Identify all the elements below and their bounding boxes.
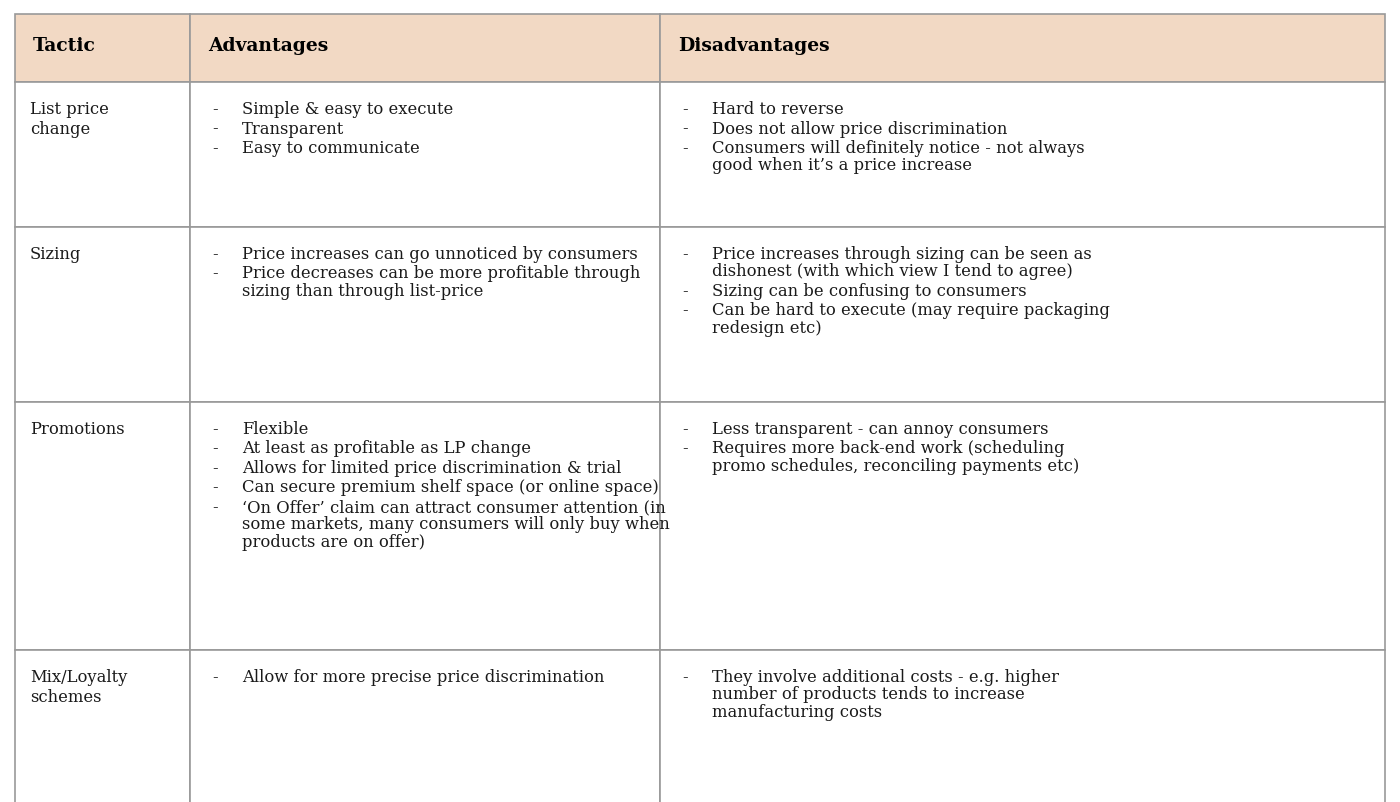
Text: Disadvantages: Disadvantages (678, 37, 830, 55)
Bar (659, 15, 1385, 83)
Bar (659, 650, 1385, 802)
Text: Sizing can be confusing to consumers: Sizing can be confusing to consumers (713, 282, 1026, 300)
Text: ‘On Offer’ claim can attract consumer attention (in: ‘On Offer’ claim can attract consumer at… (242, 498, 666, 516)
Text: They involve additional costs - e.g. higher: They involve additional costs - e.g. hig… (713, 668, 1058, 685)
Text: -: - (682, 140, 687, 157)
Text: Advantages: Advantages (209, 37, 328, 55)
Text: Flexible: Flexible (242, 420, 308, 437)
Text: Price decreases can be more profitable through: Price decreases can be more profitable t… (242, 265, 640, 282)
Text: -: - (682, 120, 687, 137)
Text: -: - (211, 440, 217, 457)
Text: dishonest (with which view I tend to agree): dishonest (with which view I tend to agr… (713, 263, 1072, 280)
Text: -: - (682, 101, 687, 118)
Text: Easy to communicate: Easy to communicate (242, 140, 420, 157)
Text: some markets, many consumers will only buy when: some markets, many consumers will only b… (242, 516, 669, 533)
Bar (659, 403, 1385, 650)
Text: Tactic: Tactic (34, 37, 95, 55)
Text: -: - (682, 302, 687, 319)
Text: sizing than through list-price: sizing than through list-price (242, 282, 483, 300)
Text: At least as profitable as LP change: At least as profitable as LP change (242, 440, 531, 457)
Text: -: - (682, 245, 687, 263)
Text: -: - (211, 140, 217, 157)
Text: Less transparent - can annoy consumers: Less transparent - can annoy consumers (713, 420, 1049, 437)
Text: -: - (682, 420, 687, 437)
Text: Simple & easy to execute: Simple & easy to execute (242, 101, 454, 118)
Bar (190, 650, 659, 802)
Text: Transparent: Transparent (242, 120, 344, 137)
Text: -: - (682, 668, 687, 685)
Bar (190, 83, 659, 228)
Bar (190, 403, 659, 650)
Text: Sizing: Sizing (29, 245, 81, 263)
Bar (659, 83, 1385, 228)
Text: Price increases through sizing can be seen as: Price increases through sizing can be se… (713, 245, 1092, 263)
Bar (15, 15, 190, 83)
Text: Can be hard to execute (may require packaging: Can be hard to execute (may require pack… (713, 302, 1110, 319)
Text: List price
change: List price change (29, 101, 109, 137)
Text: -: - (211, 479, 217, 496)
Text: Can secure premium shelf space (or online space): Can secure premium shelf space (or onlin… (242, 479, 659, 496)
Text: -: - (211, 460, 217, 476)
Text: Does not allow price discrimination: Does not allow price discrimination (713, 120, 1008, 137)
Text: Mix/Loyalty
schemes: Mix/Loyalty schemes (29, 668, 127, 705)
Text: Hard to reverse: Hard to reverse (713, 101, 844, 118)
Text: Price increases can go unnoticed by consumers: Price increases can go unnoticed by cons… (242, 245, 638, 263)
Text: -: - (682, 282, 687, 300)
Bar (15, 650, 190, 802)
Bar (659, 228, 1385, 403)
Bar (15, 83, 190, 228)
Text: Promotions: Promotions (29, 420, 125, 437)
Text: Consumers will definitely notice - not always: Consumers will definitely notice - not a… (713, 140, 1085, 157)
Bar (15, 403, 190, 650)
Text: -: - (211, 265, 217, 282)
Bar (190, 15, 659, 83)
Bar (190, 228, 659, 403)
Text: -: - (211, 668, 217, 685)
Text: promo schedules, reconciling payments etc): promo schedules, reconciling payments et… (713, 457, 1079, 475)
Text: products are on offer): products are on offer) (242, 533, 426, 550)
Text: Allow for more precise price discrimination: Allow for more precise price discriminat… (242, 668, 605, 685)
Bar (15, 228, 190, 403)
Text: -: - (211, 120, 217, 137)
Text: number of products tends to increase: number of products tends to increase (713, 686, 1025, 703)
Text: Allows for limited price discrimination & trial: Allows for limited price discrimination … (242, 460, 622, 476)
Text: good when it’s a price increase: good when it’s a price increase (713, 157, 972, 174)
Text: -: - (211, 420, 217, 437)
Text: -: - (211, 498, 217, 516)
Text: redesign etc): redesign etc) (713, 320, 822, 337)
Text: -: - (682, 440, 687, 457)
Text: Requires more back-end work (scheduling: Requires more back-end work (scheduling (713, 440, 1064, 457)
Text: -: - (211, 245, 217, 263)
Text: -: - (211, 101, 217, 118)
Text: manufacturing costs: manufacturing costs (713, 703, 882, 720)
